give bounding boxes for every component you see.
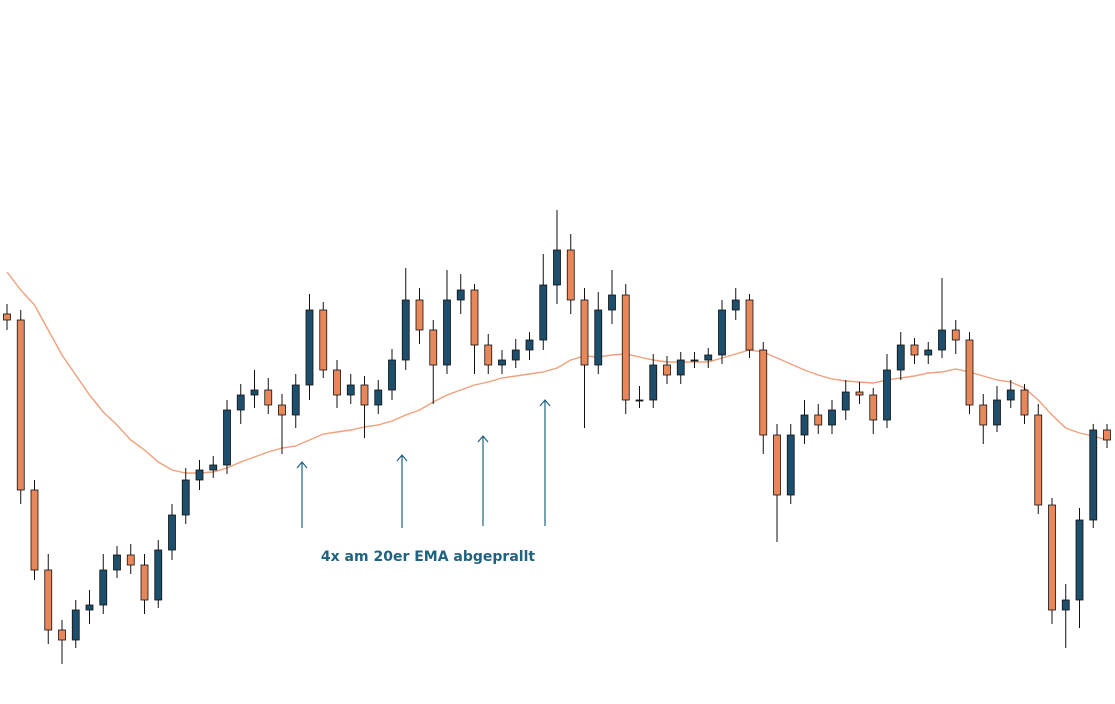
arrow	[477, 435, 489, 526]
candle-body	[924, 349, 933, 356]
candle-body	[1006, 389, 1015, 401]
ema-line	[6, 271, 1108, 474]
candle-body	[1075, 519, 1084, 601]
candle-body	[965, 339, 974, 406]
candle-body	[30, 489, 39, 571]
arrows	[296, 399, 551, 528]
candle-body	[855, 391, 864, 396]
candle-body	[305, 309, 314, 386]
candle-body	[511, 349, 520, 361]
candle-body	[896, 344, 905, 371]
candle-body	[44, 569, 53, 631]
candle-body	[195, 469, 204, 481]
candle-body	[168, 514, 176, 551]
candle-body	[470, 289, 479, 346]
candle-body	[209, 464, 218, 471]
candle-body	[635, 399, 644, 402]
candle-body	[1020, 389, 1029, 416]
candle-body	[690, 359, 699, 362]
candle-body	[566, 249, 575, 301]
candle-body	[1103, 429, 1111, 441]
candle-body	[993, 399, 1001, 426]
candle-body	[938, 329, 946, 351]
candle-body	[223, 409, 231, 466]
candle-body	[484, 344, 493, 366]
candle-body	[113, 554, 121, 571]
candle-body	[388, 359, 396, 391]
candle-body	[594, 309, 603, 366]
candle-body	[250, 389, 259, 396]
candle-body	[608, 294, 616, 311]
candle-body	[140, 564, 149, 601]
candle-body	[525, 339, 534, 351]
candle-body	[401, 299, 410, 361]
candle-body	[319, 309, 328, 371]
candle-body	[663, 364, 671, 376]
candle-body	[883, 369, 891, 421]
candle-body	[99, 569, 108, 606]
candle-body	[374, 389, 383, 406]
candle-body	[786, 434, 795, 496]
candle-body	[704, 354, 713, 361]
candle-body	[360, 384, 369, 406]
candle-body	[126, 554, 135, 566]
candle-body	[3, 313, 11, 321]
candle-body	[649, 364, 658, 401]
arrow	[539, 399, 551, 526]
candle-body	[869, 394, 878, 421]
candle-body	[580, 299, 589, 366]
candle-body	[333, 369, 341, 396]
candle-body	[773, 434, 781, 496]
candle-body	[291, 384, 300, 416]
candle-body	[621, 294, 630, 401]
candle-body	[676, 359, 685, 376]
candle-body	[429, 329, 438, 366]
candles	[3, 210, 1111, 664]
candle-body	[456, 289, 465, 301]
candle-body	[841, 391, 850, 411]
candle-body	[236, 394, 245, 411]
candle-body	[800, 414, 809, 436]
candle-body	[718, 309, 726, 356]
candle-body	[154, 549, 163, 601]
candle-body	[910, 344, 919, 356]
candle-body	[1048, 504, 1056, 611]
candle-body	[346, 384, 355, 396]
candle-body	[759, 349, 768, 436]
candle-body	[71, 609, 80, 641]
annotation: 4x am 20er EMA abgeprallt	[321, 549, 535, 565]
candle-body	[278, 404, 286, 416]
arrow	[296, 461, 308, 528]
candle-body	[498, 359, 506, 366]
candle-body	[1034, 414, 1043, 506]
candle-body	[745, 299, 754, 351]
candle-body	[443, 299, 451, 366]
candle-body	[264, 389, 273, 406]
candle-body	[85, 604, 94, 611]
candle-body	[16, 319, 25, 491]
candle-body	[731, 299, 740, 311]
arrow	[396, 454, 408, 528]
candle-body	[828, 409, 836, 426]
candle-body	[553, 249, 561, 286]
candle-body	[58, 629, 66, 641]
candle-body	[951, 329, 960, 341]
candle-body	[181, 479, 190, 516]
candle-body	[539, 284, 548, 341]
candle-body	[1089, 429, 1098, 521]
candle-body	[814, 414, 823, 426]
candle-body	[1061, 599, 1070, 611]
candle-body	[979, 404, 988, 426]
candle-body	[415, 299, 424, 331]
